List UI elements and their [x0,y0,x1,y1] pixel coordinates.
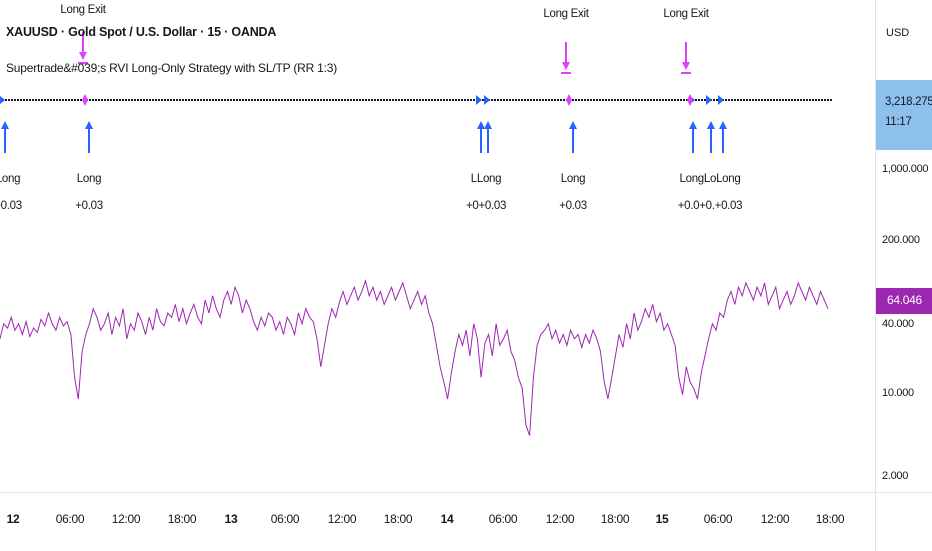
long-entry-qty-5: +0.0+0.+0.03 [677,200,743,212]
price-scale-label: 40.000 [882,318,914,330]
time-axis-label: 15 [655,512,669,526]
time-axis[interactable]: 12 06:00 12:00 18:00 13 06:00 12:00 18:00 14 06:0… [0,492,875,551]
price-scale[interactable]: USD 1,000.000 200.000 40.000 10.000 2.00… [875,0,932,492]
indicator-value-tag: 64.046 [876,288,932,314]
entry-arrowhead [719,121,727,129]
time-axis-label: 18:00 [815,512,845,526]
current-price-value: 3,218.275 [885,96,932,108]
chart-pane[interactable]: XAUUSD · Gold Spot / U.S. Dollar · 15 · … [0,0,875,492]
entry-arrowhead [85,121,93,129]
time-axis-label: 12:00 [545,512,575,526]
trade-markers [0,32,727,153]
time-axis-label: 18:00 [167,512,197,526]
long-entry-qty-4: +0.03 [559,200,587,212]
time-axis-label: 12 [6,512,20,526]
entry-arrowhead [477,121,485,129]
time-axis-label: 12:00 [327,512,357,526]
time-axis-label: 12:00 [760,512,790,526]
exit-diamond [566,94,572,106]
long-exit-label-2: Long Exit [543,8,589,20]
time-axis-label: 14 [440,512,454,526]
axis-corner [875,492,932,551]
time-axis-label: 18:00 [600,512,630,526]
time-axis-label: 06:00 [488,512,518,526]
time-axis-label: 13 [224,512,238,526]
symbol-title[interactable]: XAUUSD · Gold Spot / U.S. Dollar · 15 · … [6,25,277,39]
long-entry-label-5: LongLoLong [679,173,741,185]
entry-triangle [706,95,712,105]
entry-arrowhead [569,121,577,129]
long-entry-qty-3: +0+0.03 [465,200,507,212]
long-entry-qty-2: +0.03 [75,200,103,212]
time-axis-label: 06:00 [270,512,300,526]
price-scale-label: 2.000 [882,470,909,482]
time-axis-label: 12:00 [111,512,141,526]
price-scale-label: 200.000 [882,234,920,246]
long-entry-qty-1: +0.03 [0,200,22,212]
long-exit-label-3: Long Exit [663,8,709,20]
entry-triangle [718,95,724,105]
exit-arrowhead [682,62,690,70]
current-price-tag: 3,218.275 11:17 [876,80,932,150]
indicator-value: 64.046 [887,293,922,307]
exit-arrowhead [562,62,570,70]
price-scale-label: 10.000 [882,387,914,399]
entry-arrowhead [689,121,697,129]
entry-triangle [484,95,490,105]
exit-diamond [82,94,88,106]
entry-arrowhead [1,121,9,129]
long-exit-label-1: Long Exit [60,4,106,16]
long-entry-label-2: Long [76,173,102,185]
entry-arrowhead [484,121,492,129]
exit-arrowhead [79,52,87,60]
bar-countdown: 11:17 [885,116,912,128]
entry-arrowhead [707,121,715,129]
long-entry-label-1: Long [0,173,21,185]
currency-label[interactable]: USD [886,27,910,39]
exit-diamond [687,94,693,106]
chart-canvas[interactable] [0,0,875,492]
entry-triangle [0,95,5,105]
strategy-baseline [2,99,832,101]
time-axis-label: 06:00 [55,512,85,526]
long-entry-label-3: LLong [470,173,502,185]
strategy-title[interactable]: Supertrade&#039;s RVI Long-Only Strategy… [6,61,338,75]
rvi-indicator-line [0,279,829,436]
price-scale-label: 1,000.000 [882,163,929,175]
time-axis-label: 18:00 [383,512,413,526]
long-entry-label-4: Long [560,173,586,185]
entry-triangle [476,95,482,105]
time-axis-label: 06:00 [703,512,733,526]
